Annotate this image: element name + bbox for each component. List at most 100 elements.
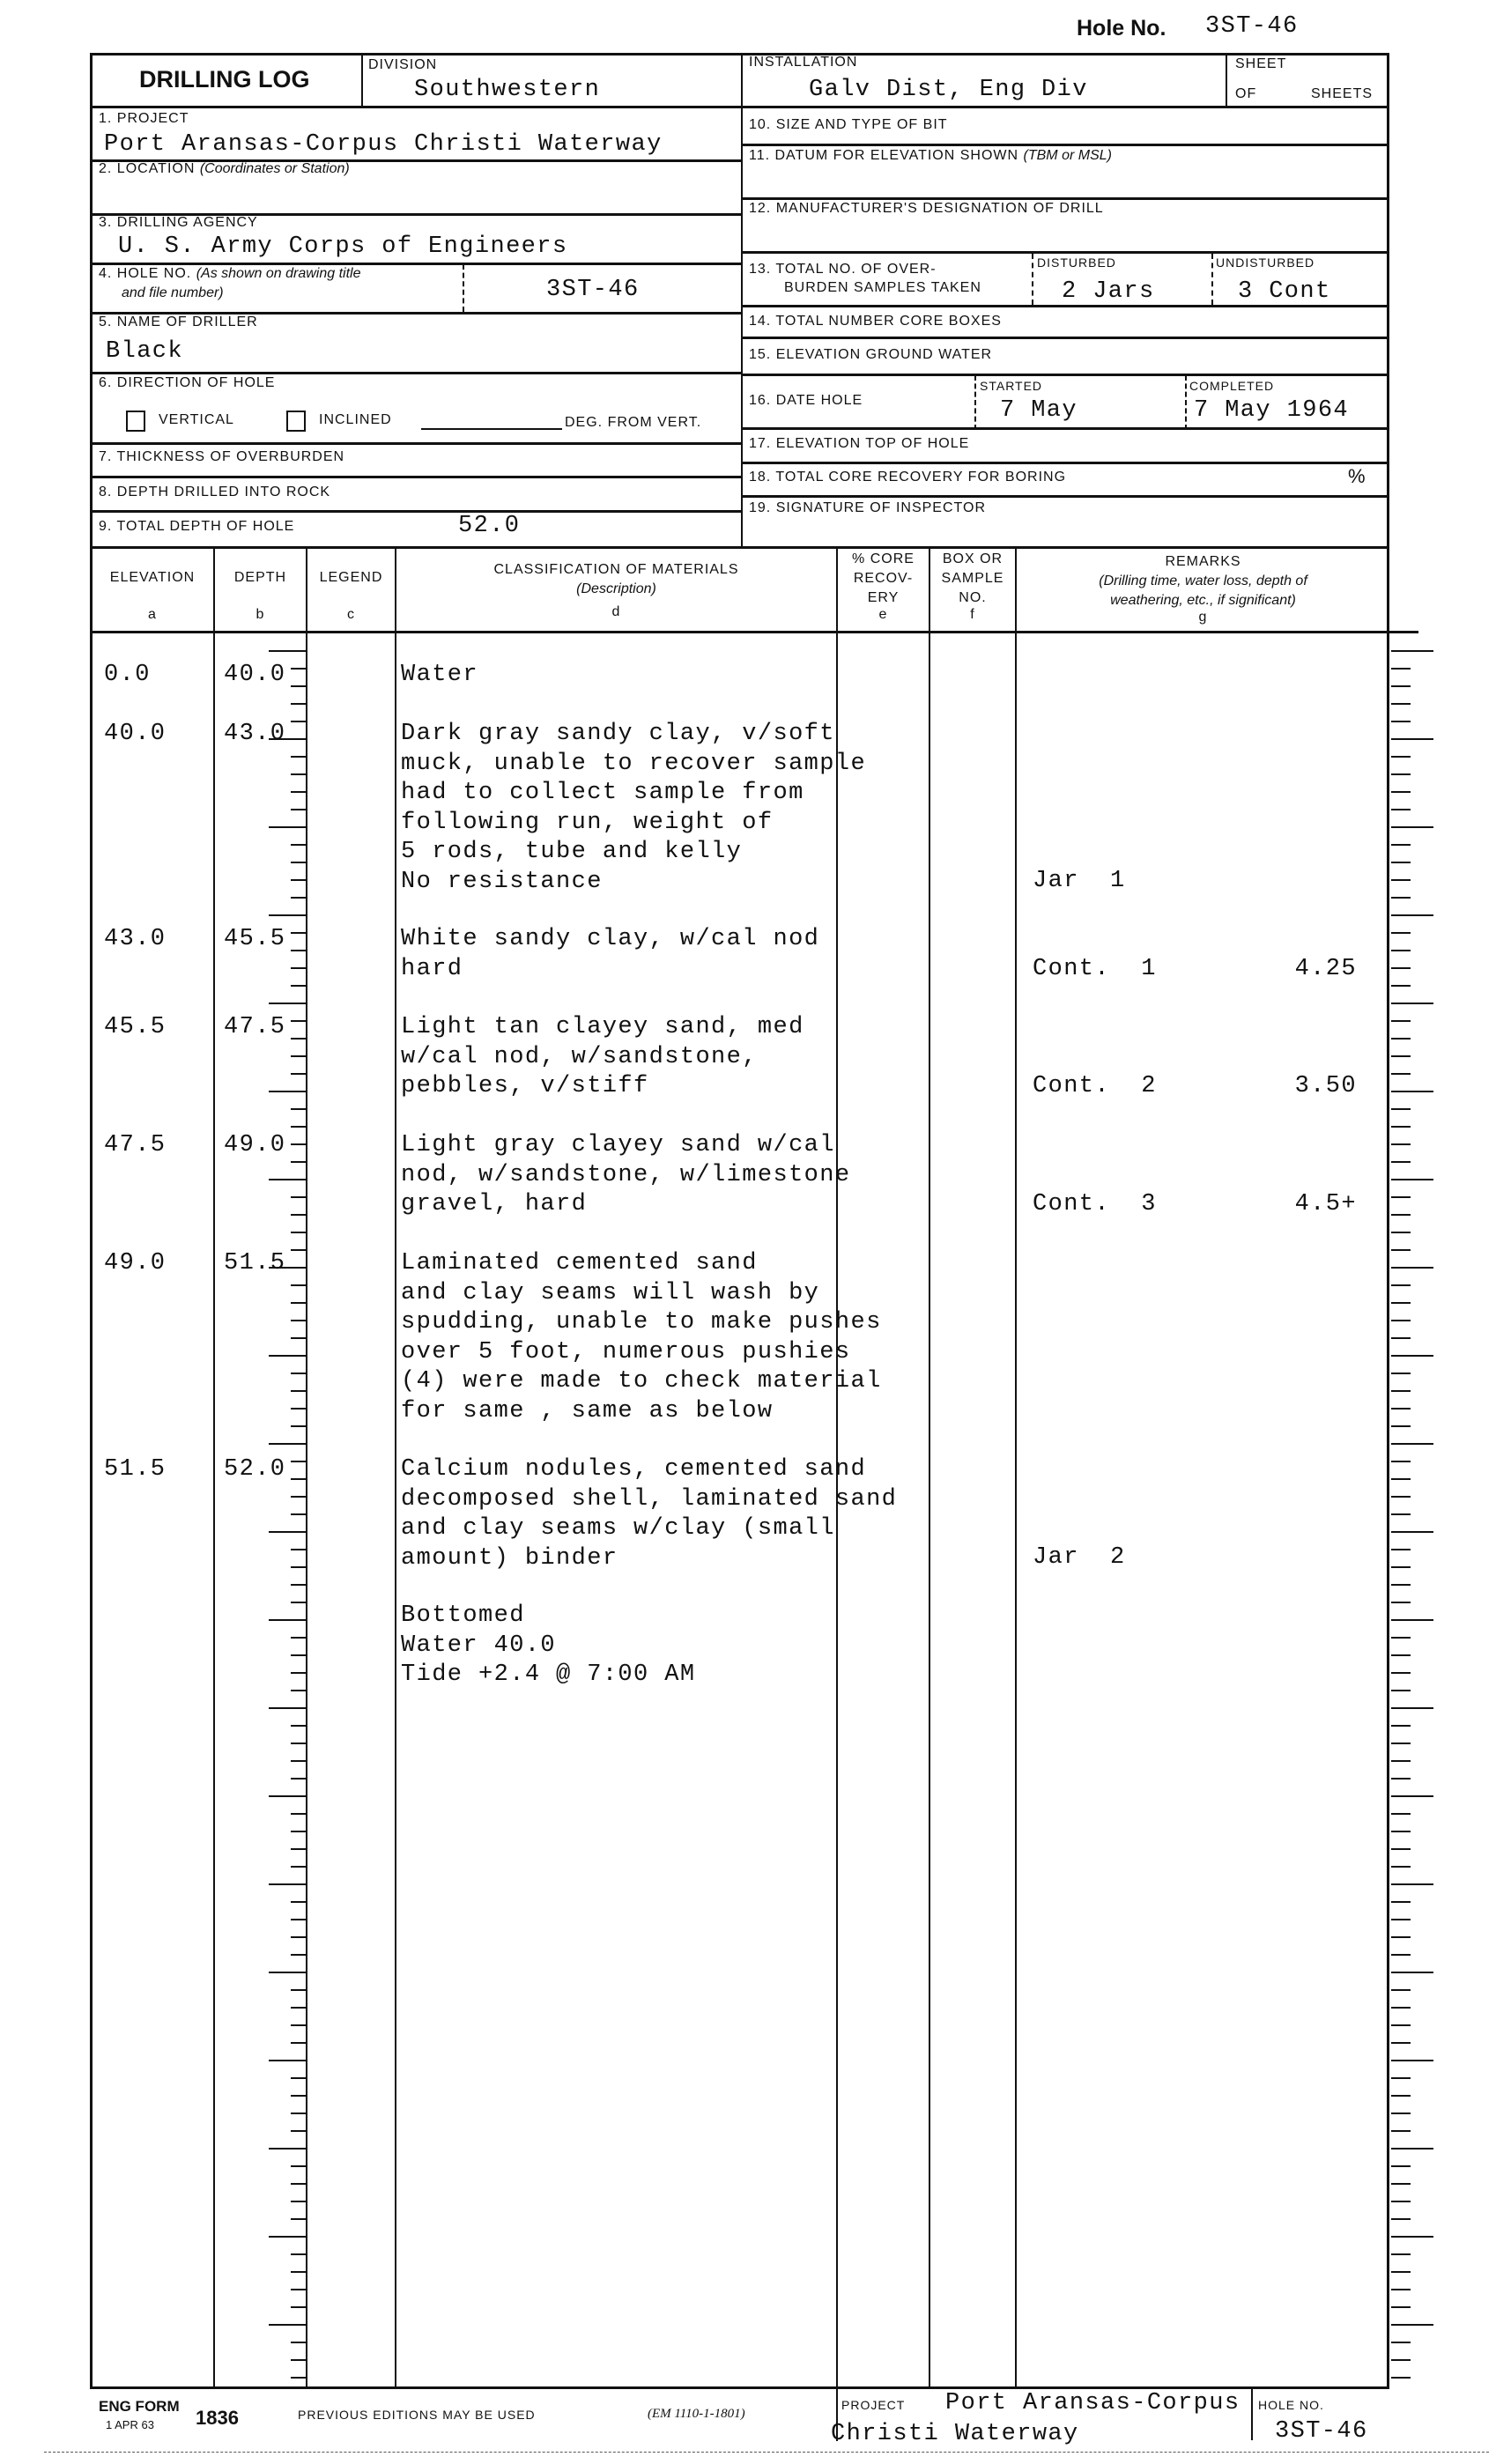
inclined-checkbox[interactable] <box>286 411 306 432</box>
depth-tick <box>291 862 306 863</box>
scale-tick <box>1391 1373 1411 1374</box>
depth-tick <box>269 2324 306 2326</box>
sheet-label: SHEET <box>1235 56 1287 71</box>
description-line: Laminated cemented sand <box>401 1250 758 1276</box>
divider <box>395 547 396 2389</box>
divider <box>306 547 307 2389</box>
scale-tick <box>1391 1443 1433 1445</box>
depth-tick <box>291 1690 306 1691</box>
col-box-letter: f <box>970 607 975 622</box>
depth-tick <box>291 967 306 969</box>
depth-tick <box>291 1496 306 1498</box>
driller-label: 5. NAME OF DRILLER <box>99 314 258 329</box>
scale-tick <box>1391 2060 1433 2061</box>
footer-project-line1: Port Aransas-Corpus <box>945 2390 1240 2416</box>
depth-tick <box>291 1461 306 1462</box>
inspector-label: 19. SIGNATURE OF INSPECTOR <box>749 500 987 515</box>
scale-tick <box>1391 1284 1411 1286</box>
depth-tick <box>291 1337 306 1339</box>
scale-tick <box>1391 756 1411 758</box>
depth-tick <box>291 1073 306 1075</box>
note-line: Water 40.0 <box>401 1632 557 1659</box>
scale-tick <box>1391 703 1411 705</box>
scale-tick <box>1391 2201 1411 2202</box>
previous-editions: PREVIOUS EDITIONS MAY BE USED <box>298 2408 536 2422</box>
elevation-value: 47.5 <box>104 1132 167 1158</box>
scale-tick <box>1391 2271 1411 2273</box>
note-line: Tide +2.4 @ 7:00 AM <box>401 1661 696 1688</box>
date-label: 16. DATE HOLE <box>749 393 863 408</box>
depth-tick <box>269 1091 306 1092</box>
depth-value: 45.5 <box>224 926 286 952</box>
description-line: Dark gray sandy clay, v/soft <box>401 721 835 747</box>
vertical-checkbox[interactable] <box>126 411 145 432</box>
undisturbed-label: UNDISTURBED <box>1216 255 1315 270</box>
description-line: muck, unable to recover sample <box>401 750 867 777</box>
depth-tick <box>269 1619 306 1621</box>
depth-tick <box>291 2095 306 2097</box>
col-core-line2: RECOV- <box>853 571 914 586</box>
remark-sample: Cont. 3 <box>1033 1191 1157 1217</box>
divider <box>90 631 1418 633</box>
scale-tick <box>1391 2007 1411 2009</box>
col-remarks-note2: weathering, etc., if significant) <box>1110 593 1296 608</box>
depth-tick <box>291 703 306 705</box>
col-remarks-header: REMARKS (Drilling time, water loss, depth… <box>1017 552 1389 625</box>
depth-tick <box>291 1989 306 1991</box>
scale-tick <box>1391 914 1433 916</box>
scale-tick <box>1391 1003 1433 1004</box>
description-line: Light gray clayey sand w/cal <box>401 1132 835 1158</box>
depth-tick <box>269 1972 306 1973</box>
col-depth-letter: b <box>256 607 265 622</box>
divider <box>90 372 742 374</box>
divider <box>741 251 1389 254</box>
col-legend-letter: c <box>347 607 355 622</box>
scale-tick <box>1391 738 1433 740</box>
col-remarks-title: REMARKS <box>1165 554 1241 569</box>
scale-tick <box>1391 1038 1411 1040</box>
scale-tick <box>1391 1883 1433 1885</box>
scale-tick <box>1391 862 1411 863</box>
hole-label-text: 4. HOLE NO. <box>99 266 192 281</box>
divider <box>741 462 1389 464</box>
divider <box>741 427 1389 430</box>
divider <box>741 144 1389 146</box>
scale-tick <box>1391 2377 1411 2379</box>
scale-tick <box>1391 1566 1411 1568</box>
scale-tick <box>1391 2236 1433 2238</box>
depth-tick <box>291 756 306 758</box>
bottom-dashed-line <box>44 2452 1489 2453</box>
scale-tick <box>1391 2165 1411 2167</box>
depth-value: 43.0 <box>224 721 286 747</box>
scale-tick <box>1391 2253 1411 2255</box>
depth-tick <box>291 2042 306 2044</box>
description-line: following run, weight of <box>401 809 774 836</box>
scale-tick <box>1391 2306 1411 2308</box>
divider <box>90 476 742 478</box>
scale-tick <box>1391 2148 1433 2150</box>
depth-tick <box>291 1108 306 1110</box>
description-line: Calcium nodules, cemented sand <box>401 1456 867 1483</box>
depth-tick <box>291 2113 306 2114</box>
divider <box>929 547 930 2389</box>
form-label: ENG FORM <box>99 2398 180 2415</box>
depth-tick <box>291 1055 306 1057</box>
divider <box>836 547 838 2441</box>
divider <box>741 305 1389 307</box>
divider <box>1211 254 1213 305</box>
division-value: Southwestern <box>414 77 601 103</box>
scale-tick <box>1391 1954 1411 1956</box>
division-label: DIVISION <box>368 57 438 72</box>
col-classification-title: CLASSIFICATION OF MATERIALS <box>493 562 739 577</box>
depth-tick <box>291 1584 306 1586</box>
location-note: (Coordinates or Station) <box>199 161 350 176</box>
depth-tick <box>291 1161 306 1163</box>
depth-tick <box>291 1919 306 1920</box>
project-label: 1. PROJECT <box>99 111 189 126</box>
scale-tick <box>1391 1707 1433 1709</box>
scale-tick <box>1391 1091 1433 1092</box>
description-line: spudding, unable to make pushes <box>401 1309 882 1336</box>
project-value: Port Aransas-Corpus Christi Waterway <box>104 131 663 158</box>
description-line: hard <box>401 955 463 982</box>
col-classification-letter: d <box>611 604 621 619</box>
